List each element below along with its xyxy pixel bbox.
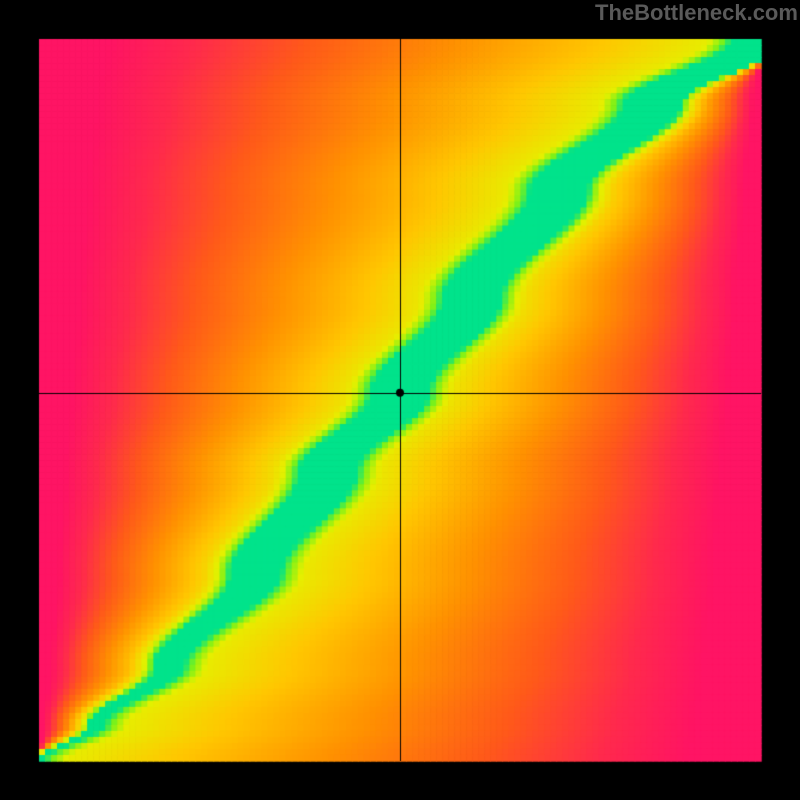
bottleneck-heatmap	[22, 22, 778, 778]
watermark-label: TheBottleneck.com	[595, 0, 798, 26]
figure-root: TheBottleneck.com	[0, 0, 800, 800]
